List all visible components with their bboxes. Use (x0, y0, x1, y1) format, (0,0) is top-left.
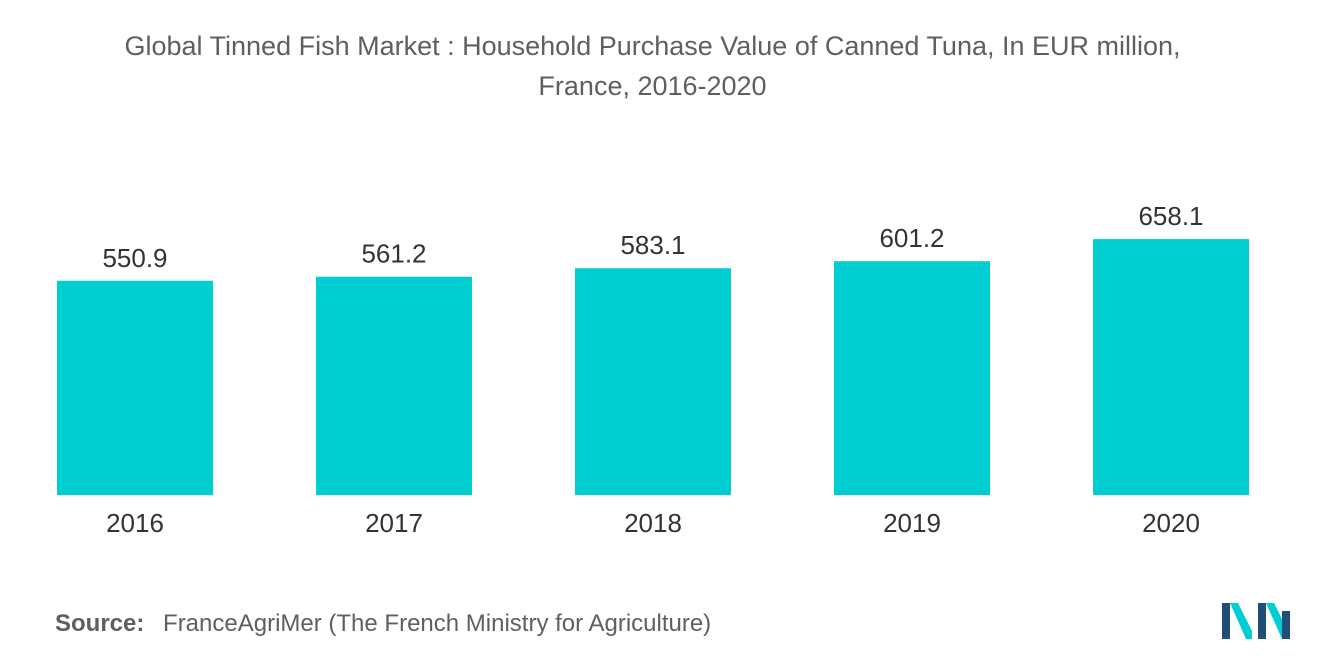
data-label-2020: 658.1 (1138, 201, 1203, 231)
x-tick-label-2018: 2018 (624, 508, 682, 538)
x-tick-label-2019: 2019 (883, 508, 941, 538)
bar-2019 (834, 261, 990, 495)
x-tick-label-2017: 2017 (365, 508, 423, 538)
chart-title: Global Tinned Fish Market : Household Pu… (0, 26, 1305, 106)
chart-title-line-1: Global Tinned Fish Market : Household Pu… (124, 31, 1181, 61)
mordor-intelligence-logo-icon (1222, 603, 1290, 639)
data-label-2017: 561.2 (361, 239, 426, 269)
data-label-2016: 550.9 (102, 243, 167, 273)
bar-2016 (57, 280, 213, 495)
source-text: FranceAgriMer (The French Ministry for A… (163, 610, 712, 637)
chart-subtitle: France, 2016-2020 (538, 71, 767, 101)
x-tick-label-2016: 2016 (106, 508, 164, 538)
source-label: Source: (55, 610, 145, 637)
bar-2017 (316, 276, 472, 495)
data-label-2019: 601.2 (879, 223, 944, 253)
x-tick-label-2020: 2020 (1142, 508, 1200, 538)
bar-chart: 550.9 2016 561.2 2017 583.1 2018 601.2 2019 658.… (57, 201, 1249, 538)
source-note: Source: FranceAgriMer (The French Minist… (55, 610, 711, 638)
data-label-2018: 583.1 (620, 230, 685, 260)
bar-2020 (1093, 239, 1249, 495)
bar-2018 (575, 268, 731, 495)
